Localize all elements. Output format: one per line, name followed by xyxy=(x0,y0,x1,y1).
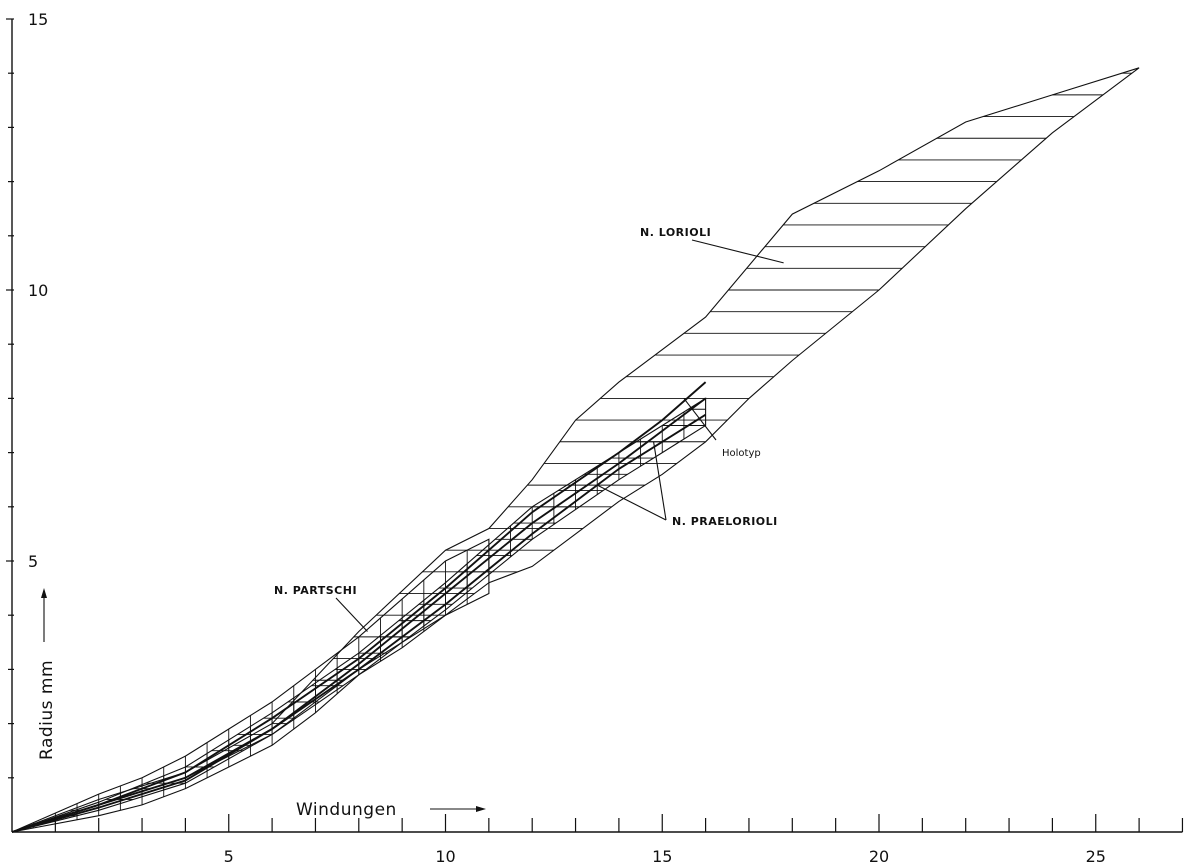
ticks-layer: 5 10 15 20 25 5 10 15 xyxy=(6,10,1184,866)
x-axis-title: Windungen xyxy=(296,800,397,820)
band-outline-n-partschi xyxy=(11,538,490,833)
label-n-partschi: N. PARTSCHI xyxy=(274,584,357,597)
x-axis-arrow xyxy=(430,806,486,812)
y-axis-title: Radius mm xyxy=(37,660,57,760)
label-n-praelorioli: N. PRAELORIOLI xyxy=(672,515,778,528)
y-axis-title-group: Radius mm xyxy=(37,660,57,760)
curve-2 xyxy=(11,397,707,833)
leader-n-praelorioli-2 xyxy=(653,441,667,521)
y-tick-label: 15 xyxy=(28,10,48,29)
curves-layer xyxy=(11,381,707,833)
x-tick-label: 5 xyxy=(224,847,234,866)
y-axis-arrow xyxy=(41,588,47,642)
label-n-lorioli: N. LORIOLI xyxy=(640,226,711,239)
axes-layer xyxy=(11,19,1183,833)
label-holotyp: Holotyp xyxy=(722,448,761,459)
x-tick-label: 25 xyxy=(1086,847,1106,866)
curve-1 xyxy=(11,381,707,833)
y-tick-label: 10 xyxy=(28,281,48,300)
band-outline-n-praelorioli xyxy=(11,397,707,833)
x-tick-label: 15 xyxy=(652,847,672,866)
y-tick-label: 5 xyxy=(28,552,38,571)
band-outline-n-lorioli xyxy=(11,67,1140,833)
x-tick-label: 10 xyxy=(435,847,455,866)
bands-layer xyxy=(11,67,1140,833)
leader-n-lorioli xyxy=(691,239,784,264)
x-tick-label: 20 xyxy=(869,847,889,866)
leader-holotyp xyxy=(683,398,717,441)
leader-n-praelorioli xyxy=(596,484,667,521)
curve-3 xyxy=(11,413,707,833)
y-arrow-head xyxy=(41,588,47,598)
annotations-layer: N. LORIOLI N. PARTSCHI N. PRAELORIOLI Holot… xyxy=(274,226,784,632)
leader-n-partschi xyxy=(335,597,368,632)
x-arrow-head xyxy=(476,806,486,812)
